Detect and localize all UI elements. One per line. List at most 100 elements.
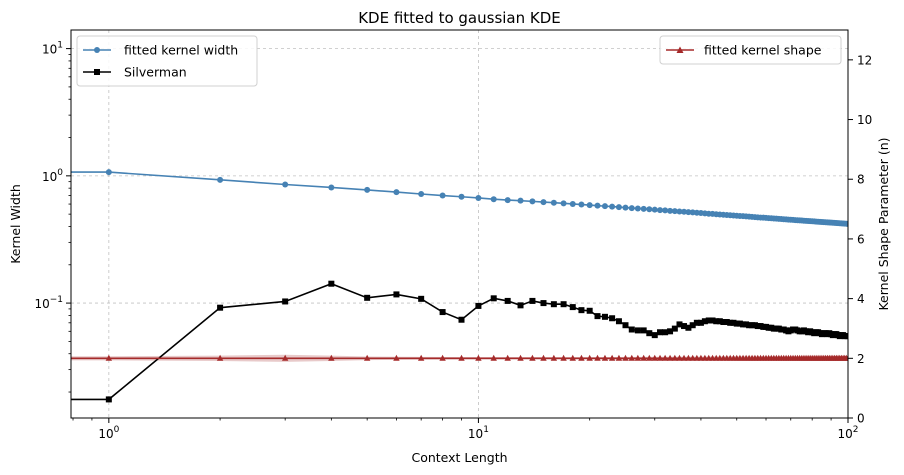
x-axis: 100 101 102 (72, 418, 859, 441)
y-right-tick-label: 12 (857, 53, 872, 67)
width-point (529, 198, 536, 205)
silverman-point (628, 326, 635, 333)
silverman-point (705, 317, 712, 324)
width-point (640, 205, 647, 212)
y-right-tick-label: 8 (857, 173, 865, 187)
shape-point (328, 354, 335, 361)
width-point (646, 206, 653, 213)
silverman-point (529, 297, 536, 304)
width-point (586, 202, 593, 209)
silverman-point (671, 325, 678, 332)
shape-point (651, 354, 658, 361)
width-point (685, 209, 692, 216)
silverman-point (418, 295, 425, 302)
shape-point (529, 354, 536, 361)
legend-left: fitted kernel width Silverman (76, 35, 258, 87)
shape-point (601, 354, 609, 361)
shape-point (490, 354, 497, 361)
width-point (560, 200, 567, 207)
silverman-point (439, 309, 446, 316)
shape-point (417, 354, 425, 361)
silverman-point (622, 322, 629, 329)
silverman-point (667, 328, 674, 335)
width-point (681, 208, 688, 215)
width-point (475, 194, 482, 201)
shape-point (661, 354, 669, 361)
shape-point (844, 354, 848, 361)
shape-point (594, 354, 601, 361)
silverman-point (646, 330, 653, 337)
width-point (540, 199, 547, 206)
silverman-point (540, 300, 547, 307)
shape-point (676, 354, 683, 361)
shape-point (608, 354, 616, 361)
width-point (628, 205, 635, 212)
y-axis-left-label: Kernel Width (8, 184, 23, 264)
shape-point (615, 354, 623, 361)
shape-point (680, 354, 688, 361)
width-point (393, 189, 400, 196)
silverman-point (504, 297, 511, 304)
shape-point (586, 354, 593, 361)
shape-point (646, 354, 653, 361)
silverman-point (609, 315, 616, 322)
silverman-point (681, 323, 688, 330)
shape-point (578, 354, 585, 361)
silverman-point (716, 318, 723, 325)
legend-right-box (659, 35, 842, 65)
width-point (594, 202, 601, 209)
series-layer (71, 169, 848, 403)
y-right-tick-label: 0 (857, 412, 865, 426)
silverman-point (282, 298, 289, 305)
silverman-point (685, 324, 692, 331)
legend-right: fitted kernel shape (659, 35, 842, 65)
x-tick-label: 100 (98, 425, 119, 441)
shape-point (634, 354, 642, 361)
shape-point (363, 354, 371, 361)
width-point (364, 186, 371, 193)
width-point (662, 207, 669, 214)
width-point (845, 220, 848, 227)
silverman-point (730, 319, 737, 326)
shape-point (439, 354, 446, 361)
silverman-point (550, 301, 557, 308)
legend-width-marker (94, 47, 100, 53)
silverman-point (720, 319, 727, 326)
shape-point (458, 354, 465, 361)
shape-point (550, 354, 558, 361)
silverman-point (845, 333, 848, 340)
shape-point (540, 354, 547, 361)
silverman-point (475, 302, 482, 309)
width-point (490, 196, 497, 203)
legend-silverman-label: Silverman (124, 65, 187, 80)
width-point (504, 197, 511, 204)
width-point (550, 199, 557, 206)
width-point (651, 206, 658, 213)
silverman-point (689, 322, 696, 329)
silverman-point (393, 291, 400, 298)
y-right-tick-label: 6 (857, 232, 865, 246)
silverman-point (676, 321, 683, 328)
silverman-point (740, 321, 747, 328)
shape-point (671, 354, 679, 361)
silverman-point (615, 318, 622, 325)
shape-point (693, 354, 701, 361)
width-point (578, 201, 585, 208)
width-point (609, 203, 616, 210)
silverman-point (640, 327, 647, 334)
width-point (217, 176, 224, 183)
shape-point (216, 354, 224, 361)
silverman-point (458, 316, 465, 323)
width-point (105, 169, 112, 176)
silverman-point (701, 318, 708, 325)
width-point (439, 192, 446, 199)
silverman-point (490, 295, 497, 302)
shape-point (640, 354, 647, 361)
chart-title: KDE fitted to gaussian KDE (358, 9, 561, 27)
y-axis-left: 10−1 100 101 (34, 41, 71, 393)
shape-point (105, 354, 113, 361)
y-right-tick-label: 2 (857, 352, 865, 366)
x-axis-label: Context Length (411, 450, 507, 465)
shape-point (475, 354, 482, 361)
